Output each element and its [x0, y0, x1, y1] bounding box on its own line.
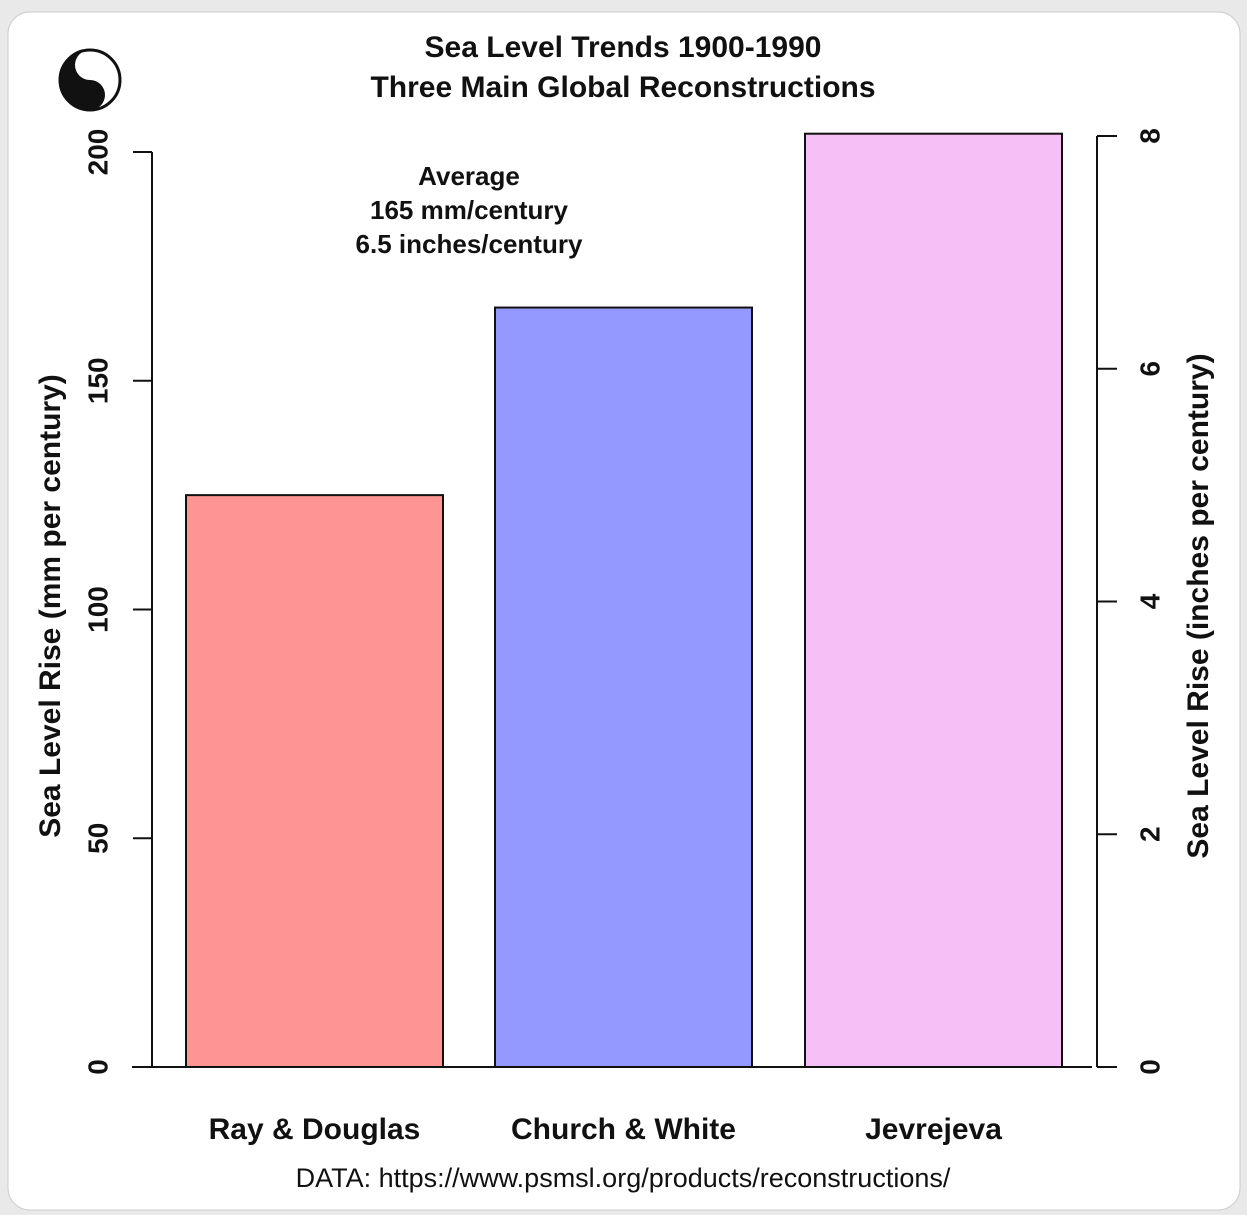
source: DATA: https://www.psmsl.org/products/rec…	[296, 1163, 951, 1193]
y2-tick-label: 0	[1134, 1059, 1165, 1075]
chart-title: Sea Level Trends 1900-1990	[425, 31, 822, 64]
annotation: Average	[418, 161, 520, 191]
y-tick-label: 200	[82, 129, 113, 176]
bar	[185, 494, 444, 1068]
x-tick-label: Jevrejeva	[865, 1113, 1002, 1146]
y-tick-label: 50	[82, 823, 113, 854]
x-tick-label: Church & White	[511, 1113, 736, 1146]
y2-tick-label: 4	[1134, 593, 1165, 609]
bar	[804, 132, 1063, 1068]
y2-tick-label: 2	[1134, 826, 1165, 842]
bar	[494, 306, 753, 1068]
y-tick-label: 100	[82, 586, 113, 633]
y2-tick-label: 6	[1134, 361, 1165, 377]
annotation: 165 mm/century	[370, 195, 569, 225]
chart-subtitle: Three Main Global Reconstructions	[370, 71, 875, 104]
y-tick-label: 150	[82, 357, 113, 404]
x-tick-label: Ray & Douglas	[209, 1113, 421, 1146]
annotation: 6.5 inches/century	[356, 229, 583, 259]
logo	[58, 48, 122, 112]
y2-tick-label: 8	[1134, 128, 1165, 144]
y-tick-label: 0	[82, 1059, 113, 1075]
y2-axis-label: Sea Level Rise (inches per century)	[1182, 353, 1215, 858]
y-axis-label: Sea Level Rise (mm per century)	[34, 374, 67, 838]
